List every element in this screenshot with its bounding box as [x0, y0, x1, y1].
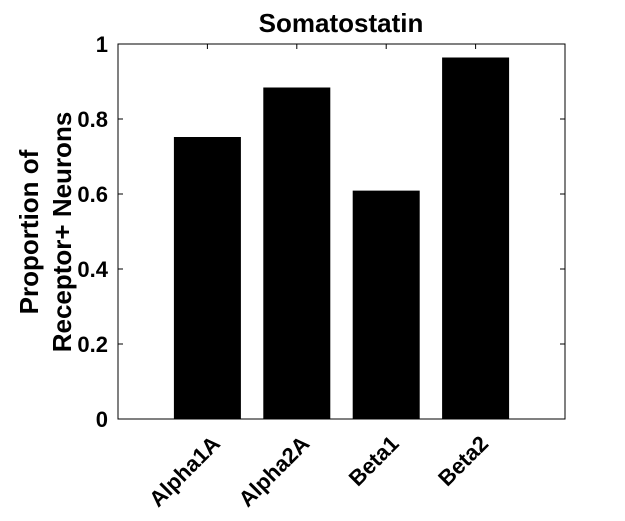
- bar-alpha1a: [173, 137, 241, 419]
- y-tick-label: 0.6: [77, 182, 108, 207]
- y-tick-label: 0.4: [77, 257, 108, 282]
- x-tick-label-beta2: Beta2: [433, 431, 493, 491]
- x-tick-label-alpha2a: Alpha2A: [234, 431, 315, 512]
- bar-beta1: [352, 190, 420, 419]
- y-tick-label: 0.8: [77, 107, 108, 132]
- x-tick-label-beta1: Beta1: [344, 431, 404, 491]
- chart-title: Somatostatin: [259, 8, 424, 38]
- plot-frame: [117, 43, 566, 420]
- bar-beta2: [442, 57, 510, 419]
- y-tick-label: 1: [96, 32, 108, 57]
- y-axis-label-line-1: Proportion of: [14, 149, 44, 314]
- y-tick-label: 0: [96, 407, 108, 432]
- y-tick-label: 0.2: [77, 332, 108, 357]
- y-axis-label: Proportion of Receptor+ Neurons: [14, 112, 77, 353]
- y-axis-label-line-2: Receptor+ Neurons: [47, 112, 77, 353]
- bar-alpha2a: [263, 87, 331, 419]
- bars-group: [173, 57, 510, 419]
- y-axis-ticks: 0 0.2 0.4 0.6 0.8 1: [77, 32, 565, 432]
- x-tick-label-alpha1a: Alpha1A: [144, 431, 225, 512]
